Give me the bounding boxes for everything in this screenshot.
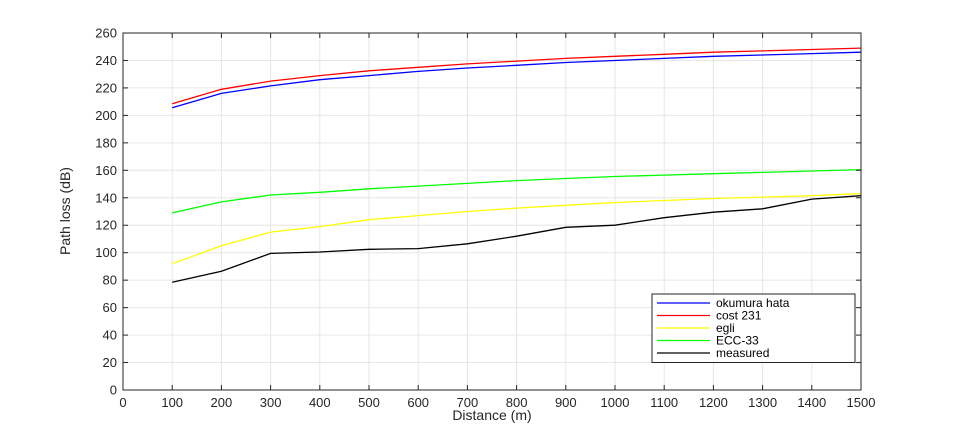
y-tick-label: 40	[103, 328, 117, 343]
series-line-ecc-33	[172, 168, 862, 214]
tick-labels: 0 100 200 300 400 500 600 700 800 900 1000 1100 1200…	[95, 26, 875, 411]
legend-entry-label: cost 231	[716, 309, 762, 323]
x-tick-label: 1300	[748, 395, 777, 410]
y-tick-label: 100	[95, 245, 117, 260]
series-line-okumura-hata	[172, 51, 862, 109]
x-tick-label: 500	[358, 395, 380, 410]
x-tick-label: 900	[555, 395, 577, 410]
y-tick-label: 180	[95, 135, 117, 150]
legend-entry-label: measured	[716, 346, 769, 360]
axes	[122, 32, 862, 391]
x-tick-label: 0	[119, 395, 126, 410]
legend-entry-label: okumura hata	[716, 296, 790, 310]
series-line-cost-231	[172, 47, 862, 105]
x-tick-label: 1000	[601, 395, 630, 410]
x-tick-label: 200	[211, 395, 233, 410]
x-tick-label: 600	[407, 395, 429, 410]
y-tick-label: 220	[95, 80, 117, 95]
x-tick-label: 1200	[699, 395, 728, 410]
x-axis-title: Distance (m)	[452, 407, 531, 423]
y-tick-label: 60	[103, 300, 117, 315]
y-tick-label: 80	[103, 273, 117, 288]
legend-entry-label: egli	[716, 321, 735, 335]
y-tick-label: 260	[95, 26, 117, 41]
axes-box	[122, 32, 862, 391]
x-tick-label: 300	[260, 395, 282, 410]
legend-entry-label: ECC-33	[716, 334, 759, 348]
y-tick-label: 0	[110, 383, 117, 398]
series-line-measured	[172, 195, 862, 283]
x-tick-label: 700	[457, 395, 479, 410]
series-line-egli	[171, 192, 862, 265]
x-tick-label: 1400	[797, 395, 826, 410]
x-tick-label: 1100	[650, 395, 678, 410]
y-tick-label: 200	[95, 108, 117, 123]
x-tick-label: 1500	[847, 395, 876, 410]
y-tick-label: 120	[95, 218, 117, 233]
y-tick-label: 20	[103, 355, 117, 370]
x-tick-label: 100	[161, 395, 183, 410]
y-tick-label: 140	[95, 190, 117, 205]
y-axis-title: Path loss (dB)	[57, 167, 73, 255]
x-tick-label: 800	[506, 395, 528, 410]
y-tick-label: 240	[95, 53, 117, 68]
y-tick-label: 160	[95, 163, 117, 178]
x-tick-label: 400	[309, 395, 331, 410]
series-lines	[171, 47, 862, 283]
